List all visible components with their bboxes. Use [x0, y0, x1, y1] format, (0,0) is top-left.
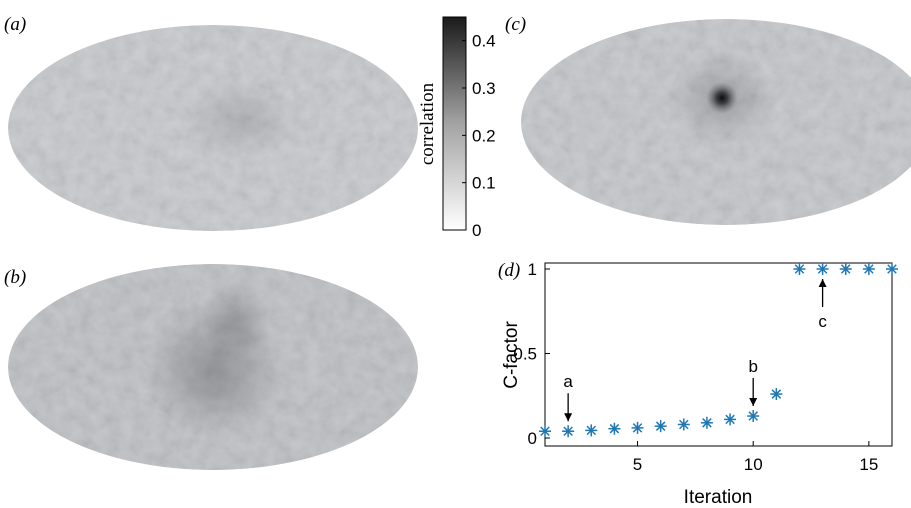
x-tick-label: 15 — [859, 455, 878, 474]
data-markers — [539, 263, 898, 438]
y-tick-label: 1 — [528, 260, 537, 279]
colorbar-ticks: 0 0.1 0.2 0.3 0.4 — [462, 32, 496, 240]
colorbar-tick-label: 0.4 — [472, 32, 496, 51]
data-point — [793, 263, 806, 275]
colorbar-label: correlation — [417, 82, 438, 165]
data-point — [886, 263, 898, 275]
annotation-arrowhead — [749, 398, 758, 407]
x-ticks: 5 10 15 — [633, 441, 878, 474]
data-point — [608, 422, 621, 435]
colorbar-gradient — [442, 16, 467, 231]
colorbar-tick-label: 0 — [472, 221, 481, 240]
data-point — [677, 418, 690, 431]
annotation-c: c — [818, 279, 827, 331]
data-point — [862, 263, 875, 275]
x-tick-label: 5 — [633, 455, 642, 474]
y-tick-label: 0.5 — [513, 345, 537, 364]
data-point — [654, 420, 667, 433]
panel-a-label: (a) — [4, 14, 26, 35]
data-point — [700, 416, 713, 429]
data-point — [585, 424, 598, 437]
y-axis-label: C-factor — [501, 321, 522, 389]
data-point — [770, 388, 783, 401]
panel-c-label: (c) — [505, 14, 526, 35]
annotation-label: b — [748, 357, 757, 376]
colorbar: correlation 0 0.1 0.2 0.3 0.4 — [417, 16, 496, 240]
sky-map-c — [521, 19, 911, 225]
sky-map-b — [8, 264, 418, 470]
annotation-a: a — [563, 372, 573, 422]
data-point — [631, 421, 644, 434]
cfactor-plot: 5 10 15 00.51 abc Iteration C-factor — [501, 260, 898, 508]
annotation-label: c — [818, 312, 827, 331]
x-tick-label: 10 — [744, 455, 763, 474]
sky-map-a — [8, 25, 418, 231]
data-point — [562, 425, 575, 438]
y-tick-label: 0 — [528, 429, 537, 448]
plot-frame — [544, 262, 893, 447]
panel-d-label: (d) — [498, 260, 520, 281]
colorbar-tick-label: 0.1 — [472, 174, 496, 193]
annotation-arrowhead — [564, 413, 573, 422]
annotation-label: a — [563, 372, 573, 391]
colorbar-tick-label: 0.3 — [472, 79, 496, 98]
annotation-b: b — [748, 357, 758, 407]
correlation-peak — [706, 82, 738, 114]
data-point — [747, 410, 760, 423]
data-point — [839, 263, 852, 275]
x-axis-label: Iteration — [684, 487, 753, 508]
data-point — [724, 413, 737, 426]
annotation-arrowhead — [818, 279, 827, 287]
data-point — [816, 263, 829, 275]
annotations: a b c — [563, 279, 827, 422]
panel-b-label: (b) — [4, 267, 26, 288]
y-ticks: 00.51 — [513, 260, 550, 448]
colorbar-tick-label: 0.2 — [472, 126, 496, 145]
data-point — [539, 425, 551, 438]
